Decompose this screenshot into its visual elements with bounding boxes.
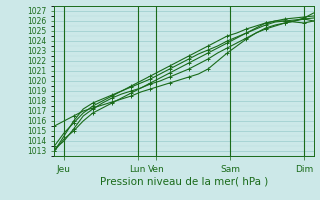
X-axis label: Pression niveau de la mer( hPa ): Pression niveau de la mer( hPa ): [100, 177, 268, 187]
